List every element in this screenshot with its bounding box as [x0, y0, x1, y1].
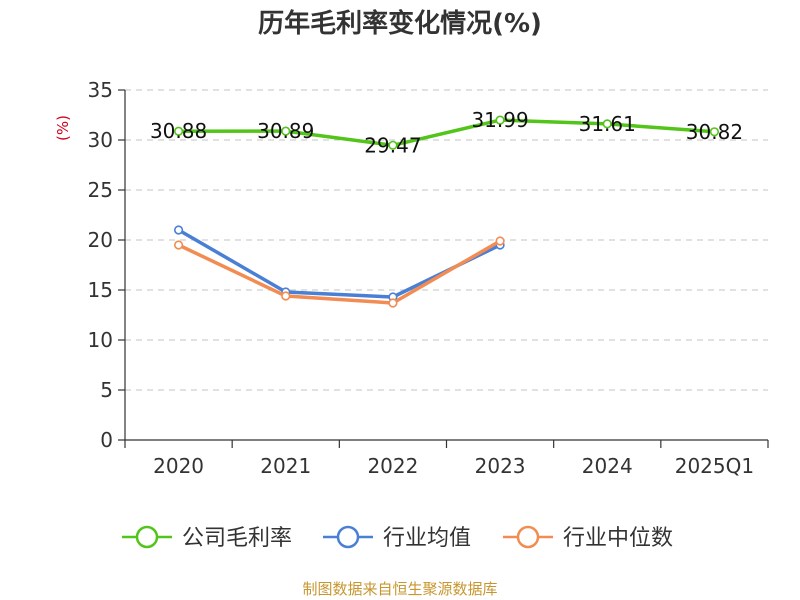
x-tick-label: 2025Q1: [675, 454, 754, 478]
data-label: 30.89: [257, 119, 314, 143]
y-tick-label: 10: [88, 328, 113, 352]
source-note: 制图数据来自恒生聚源数据库: [302, 580, 497, 598]
x-tick-label: 2024: [582, 454, 633, 478]
chart-title: 历年毛利率变化情况(%): [258, 8, 542, 39]
series-1-point: [495, 115, 505, 125]
legend-swatch-marker: [135, 525, 159, 549]
y-tick-label: 30: [88, 128, 113, 152]
series-1-point: [388, 140, 398, 150]
y-tick-label: 20: [88, 228, 113, 252]
series-3-point: [173, 240, 184, 250]
legend-label: 公司毛利率: [182, 526, 292, 551]
legend-label: 行业均值: [383, 526, 471, 551]
series-line-3: [177, 239, 501, 305]
data-label: 31.61: [579, 112, 636, 136]
legend: 公司毛利率 行业均值 行业中位数: [122, 525, 673, 551]
data-label: 31.99: [471, 108, 528, 132]
x-tick-label: 2021: [260, 454, 311, 478]
series-3-point: [281, 291, 291, 301]
data-label: 29.47: [364, 133, 421, 157]
data-label: 30.82: [686, 120, 743, 144]
y-tick-label: 25: [88, 178, 113, 202]
y-tick-label: 35: [88, 78, 113, 102]
data-labels: 30.88 30.89 29.47 31.99 31.61 30.82: [150, 108, 743, 157]
series-1-point: [281, 126, 291, 136]
series-line-1: [178, 118, 715, 148]
data-label: 30.88: [150, 119, 207, 143]
legend-swatch-marker: [516, 525, 540, 549]
series-3-point: [388, 298, 398, 308]
grid-lines: [125, 89, 768, 391]
y-axis-label: (%): [54, 115, 72, 141]
series-2-point: [173, 225, 184, 235]
y-tick-label: 5: [100, 378, 113, 402]
y-tick-label: 15: [88, 278, 113, 302]
series-3-point: [495, 236, 505, 246]
series-layer: [173, 115, 720, 308]
x-tick-label: 2022: [367, 454, 418, 478]
legend-label: 行业中位数: [563, 526, 673, 551]
x-tick-label: 2023: [475, 454, 526, 478]
series-1-point: [602, 119, 612, 129]
series-1-point: [173, 126, 184, 136]
axes: 0 5 10 15 20 25 30 35 2020 2021 2022 2023 2024 2025Q1: [88, 78, 769, 478]
series-1-point: [709, 127, 720, 137]
legend-swatch-marker: [336, 525, 360, 549]
x-tick-label: 2020: [153, 454, 204, 478]
y-tick-label: 0: [100, 428, 113, 452]
